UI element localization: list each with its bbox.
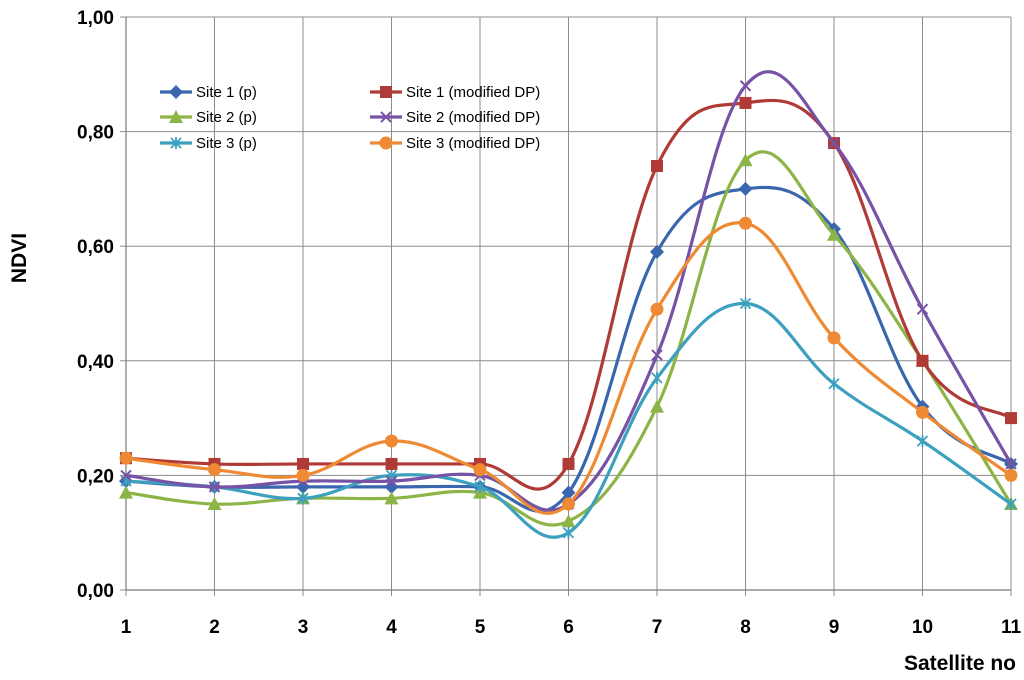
data-point (738, 153, 753, 167)
data-point (561, 514, 576, 528)
data-point (916, 354, 929, 367)
series-site-3-modified-dp (119, 216, 1018, 515)
data-point (650, 302, 664, 316)
legend-marker (380, 86, 392, 98)
data-point (650, 399, 664, 413)
legend-label: Site 1 (modified DP) (406, 84, 540, 101)
x-tick-label: 1 (121, 617, 132, 638)
legend-label: Site 2 (modified DP) (406, 109, 540, 126)
data-point (916, 303, 929, 315)
axis-layer: 0,00 0,20 0,40 0,60 0,80 1,00 1 2 3 4 5 6 7 8 9 10 11 (77, 8, 1021, 638)
y-tick-label: 1,00 (77, 8, 114, 29)
data-point (562, 497, 575, 511)
y-tick-label: 0,40 (77, 352, 114, 373)
data-point (296, 468, 310, 482)
data-point (827, 227, 841, 241)
data-point (561, 485, 576, 500)
data-point (119, 451, 133, 465)
x-tick-label: 7 (652, 617, 663, 638)
data-point (208, 463, 221, 477)
legend-label: Site 1 (p) (196, 84, 257, 101)
data-point (739, 80, 752, 92)
data-point (297, 457, 309, 470)
y-tick-label: 0,20 (77, 466, 114, 487)
legend-item: Site 1 (modified DP) (370, 84, 540, 101)
legend-item: Site 3 (p) (160, 135, 257, 152)
data-point (739, 96, 752, 109)
data-point (384, 491, 399, 505)
legend-marker (170, 137, 182, 149)
y-tick-label: 0,80 (77, 123, 114, 144)
legend-label: Site 3 (modified DP) (406, 135, 540, 152)
legend-item: Site 3 (modified DP) (370, 135, 540, 152)
data-point (208, 481, 221, 493)
x-tick-label: 10 (912, 617, 933, 638)
data-point (739, 216, 752, 230)
legend-item: Site 2 (p) (160, 109, 257, 126)
data-point (120, 469, 132, 482)
data-point (1005, 498, 1017, 511)
legend-marker (379, 136, 393, 150)
legend-label: Site 2 (p) (196, 109, 257, 126)
x-tick-label: 8 (740, 617, 751, 638)
data-point (739, 297, 752, 310)
data-point (385, 434, 398, 448)
data-point (738, 181, 753, 196)
data-point (297, 492, 309, 505)
data-point (1004, 468, 1018, 482)
y-tick-label: 0,00 (77, 581, 114, 602)
x-axis-title: Satellite no (904, 652, 1016, 675)
data-point (473, 463, 487, 477)
x-tick-label: 3 (298, 617, 309, 638)
series-line (124, 301, 1013, 539)
legend-item: Site 2 (modified DP) (370, 109, 540, 126)
data-point (916, 435, 929, 448)
data-point (385, 475, 398, 487)
data-point (562, 457, 575, 470)
x-tick-label: 4 (386, 617, 397, 638)
y-tick-label: 0,60 (77, 237, 114, 258)
data-point (119, 485, 133, 499)
data-point (828, 377, 840, 390)
data-point (651, 159, 663, 172)
data-point (1005, 458, 1017, 470)
series-layer (119, 70, 1018, 539)
data-point (651, 349, 663, 361)
x-tick-label: 6 (563, 617, 574, 638)
legend-item: Site 1 (p) (160, 84, 257, 101)
data-point (916, 405, 929, 419)
legend-marker (169, 110, 183, 123)
legend-marker (169, 85, 183, 99)
data-point (1005, 412, 1017, 425)
data-point (651, 371, 663, 384)
x-tick-label: 9 (829, 617, 840, 638)
data-point (650, 244, 664, 259)
x-tick-label: 5 (475, 617, 486, 638)
data-point (562, 526, 575, 539)
legend: Site 1 (p) Site 2 (p) Site 3 (p) Site 1 (mo… (160, 84, 540, 152)
data-point (827, 331, 841, 345)
legend-marker (380, 111, 392, 123)
x-tick-label: 2 (209, 617, 220, 638)
y-axis-title: NDVI (8, 233, 31, 283)
data-point (474, 480, 486, 493)
data-point (385, 457, 398, 470)
data-point (207, 497, 222, 511)
legend-label: Site 3 (p) (196, 135, 257, 152)
data-point (828, 137, 840, 149)
x-tick-label: 11 (1001, 617, 1022, 638)
